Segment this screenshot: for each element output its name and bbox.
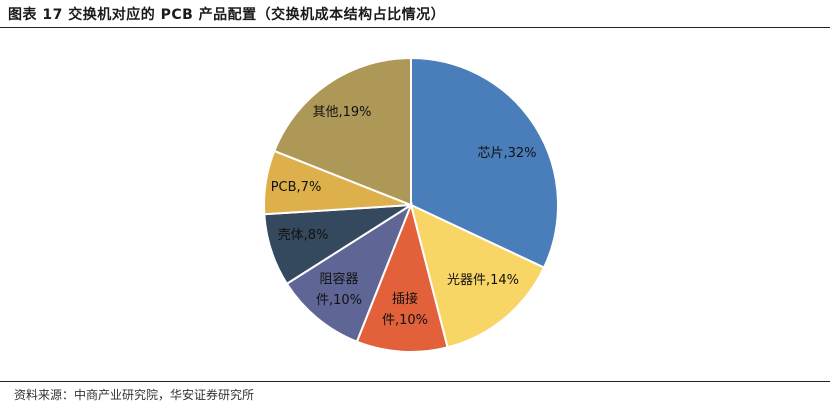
pie-slice-6	[273, 56, 412, 207]
bottom-divider	[0, 381, 830, 382]
pie-slice-3	[285, 202, 414, 343]
slice-label-3: 阻容器件,10%	[316, 271, 362, 308]
slice-label-1: 光器件,14%	[447, 273, 519, 288]
top-divider	[0, 27, 830, 28]
pie-slice-0	[410, 56, 559, 269]
source-note: 资料来源：中商产业研究院，华安证券研究所	[14, 388, 255, 402]
pie-slice-1	[409, 203, 546, 349]
slice-label-5: PCB,7%	[271, 180, 322, 195]
slice-label-2: 插接件,10%	[382, 291, 428, 328]
slice-label-4: 壳体,8%	[278, 228, 329, 243]
slice-label-0: 芯片,32%	[477, 146, 536, 161]
slice-label-6: 其他,19%	[312, 105, 371, 120]
chart-title: 图表 17 交换机对应的 PCB 产品配置（交换机成本结构占比情况）	[8, 7, 446, 23]
pie-slice-2	[355, 201, 449, 353]
